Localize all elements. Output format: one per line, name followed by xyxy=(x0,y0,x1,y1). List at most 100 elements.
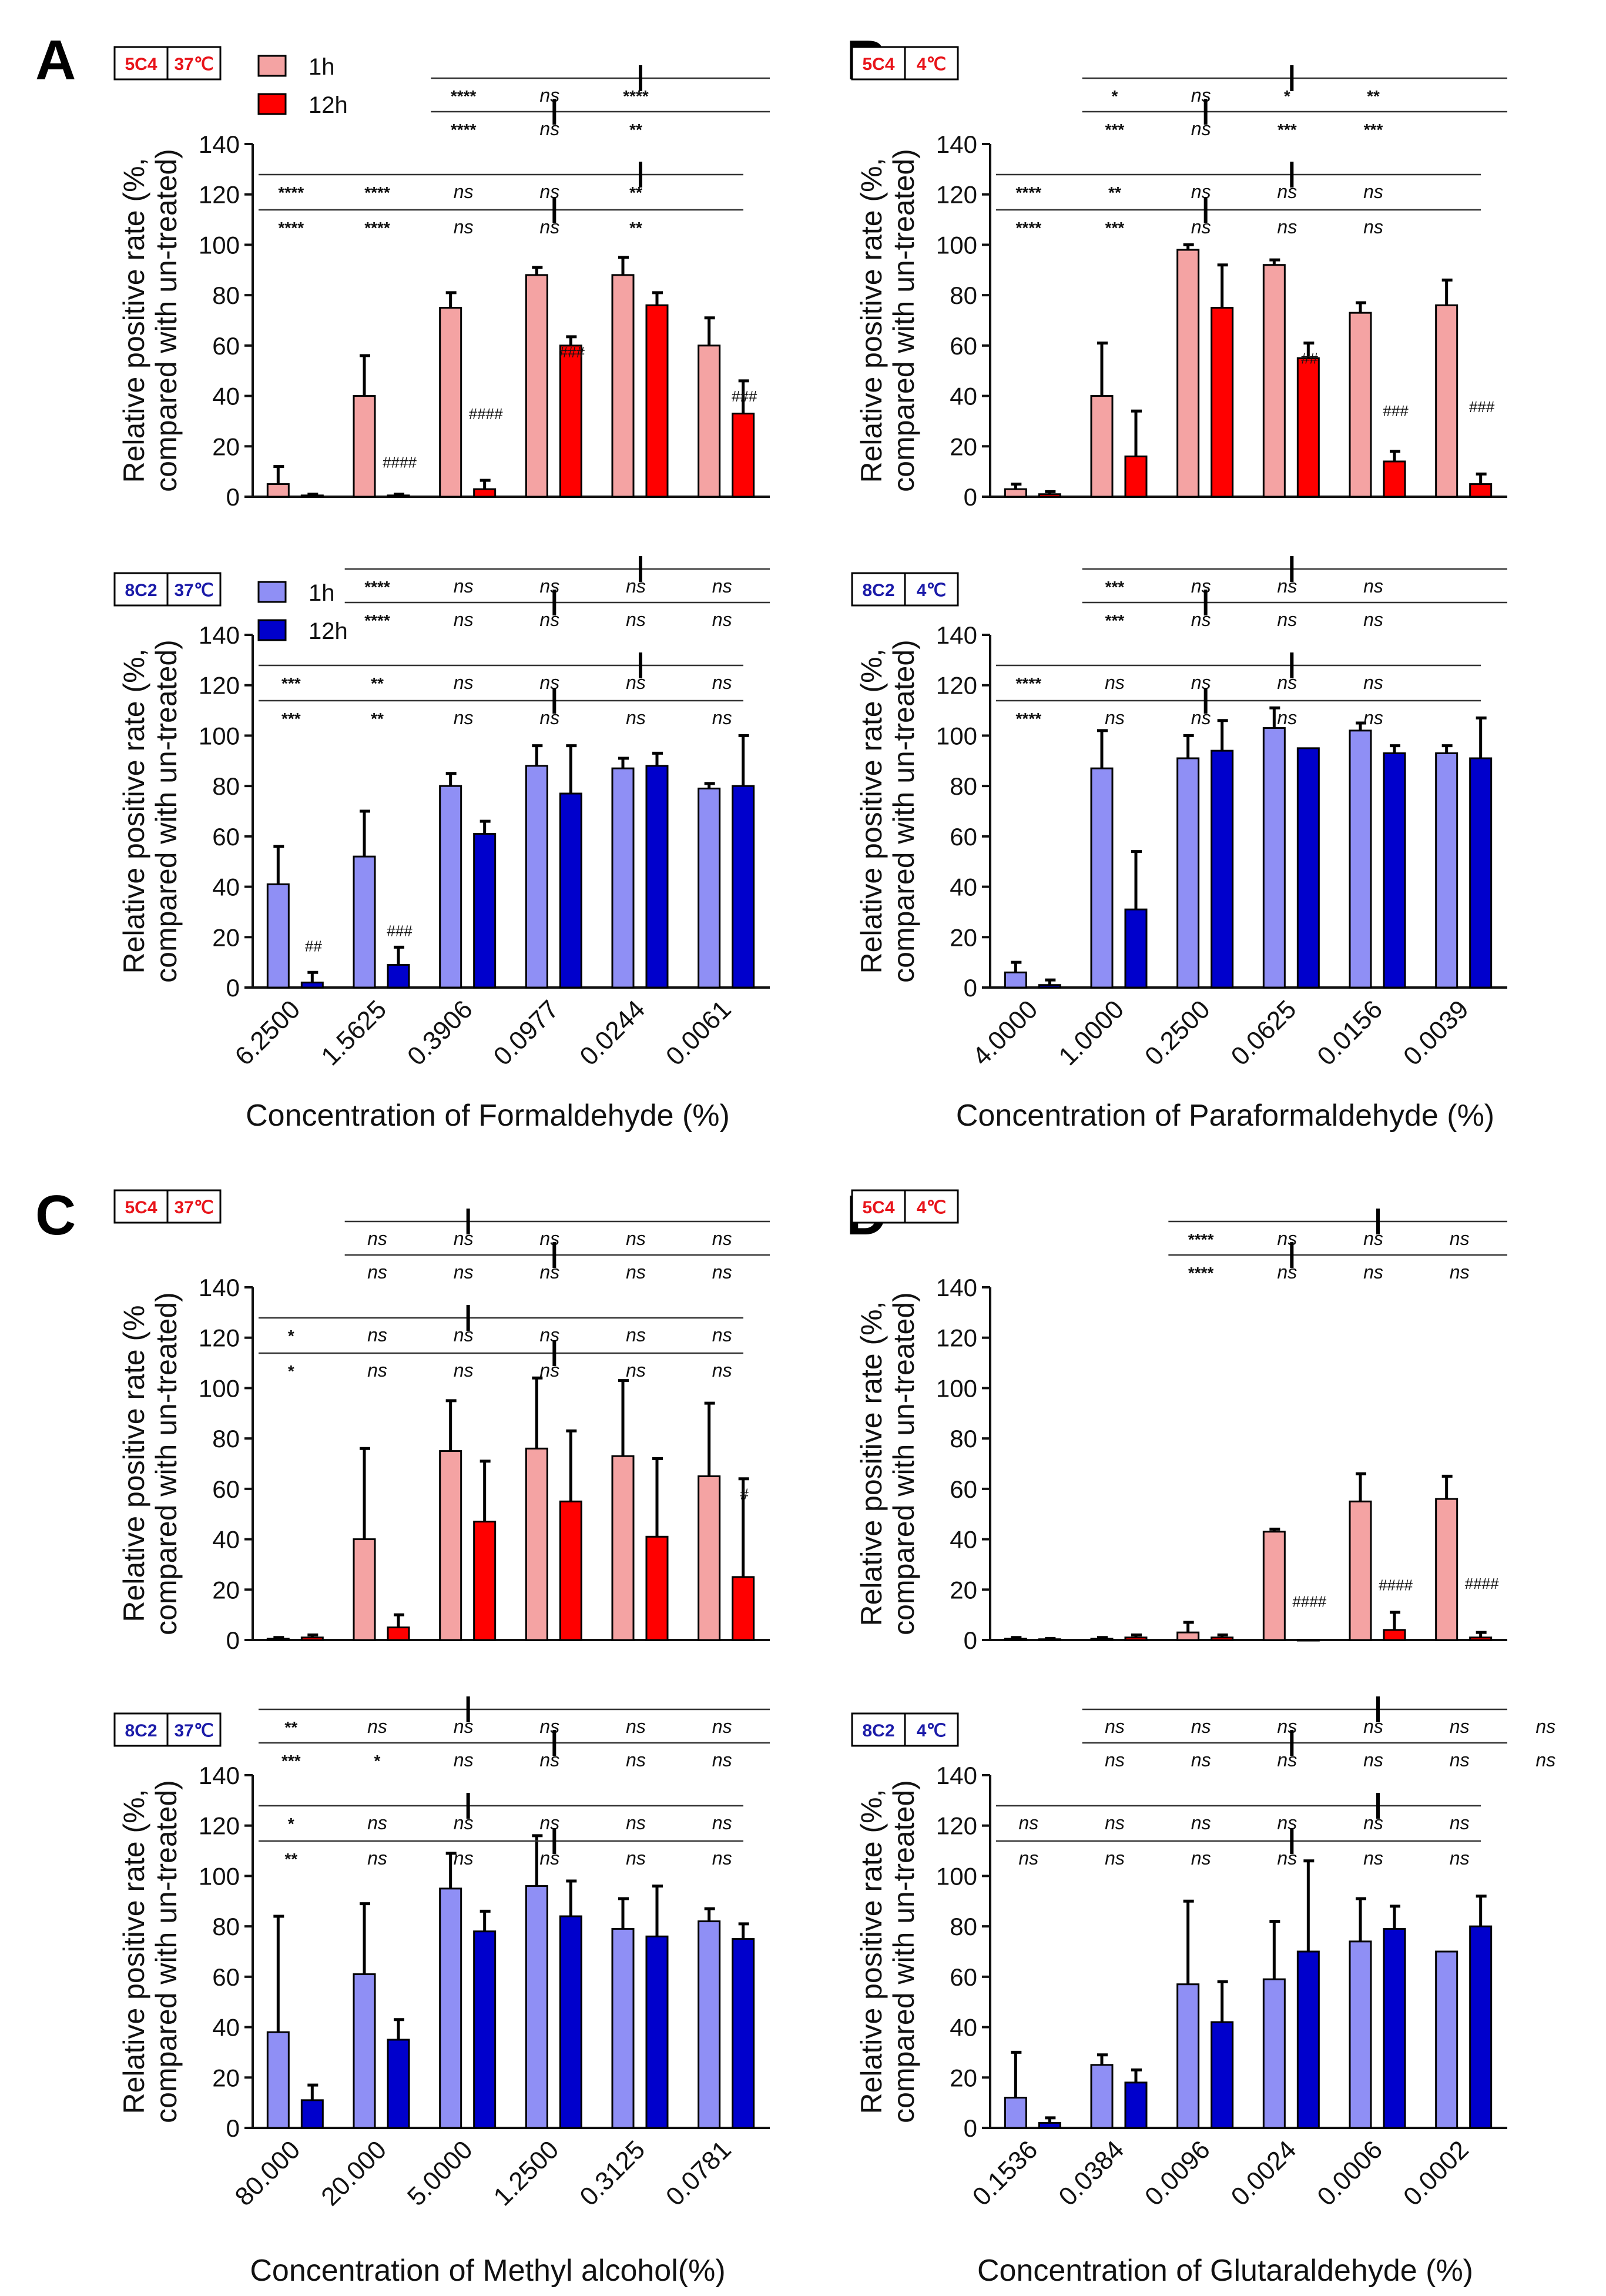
sig-mark: ns xyxy=(712,1812,732,1833)
sig-mark: *** xyxy=(1105,611,1125,630)
sig-mark: ns xyxy=(1191,672,1211,693)
hash-marker: #### xyxy=(469,405,503,423)
y-tick-label: 120 xyxy=(936,672,977,699)
y-tick-label: 0 xyxy=(226,483,240,511)
sig-mark: **** xyxy=(1016,219,1042,237)
bar-12h-0.3906 xyxy=(473,833,497,989)
y-tick-label: 0 xyxy=(964,483,977,511)
sig-mark: **** xyxy=(1016,709,1042,728)
x-category-label: 0.0384 xyxy=(1053,2135,1129,2211)
sig-mark: ns xyxy=(1535,1716,1555,1737)
bar-12h-0.0096 xyxy=(1211,2021,1234,2129)
bar-1h-1.2500 xyxy=(525,1885,548,2129)
sig-mark: ns xyxy=(1277,707,1297,728)
y-axis-title-line2: compared with un-treated) xyxy=(150,640,183,983)
sig-mark: ns xyxy=(1363,181,1383,202)
sig-mark: ns xyxy=(454,1749,474,1770)
sig-mark: ns xyxy=(626,1847,646,1869)
sig-mark: ns xyxy=(1191,575,1211,597)
y-tick-label: 60 xyxy=(950,1475,977,1503)
x-category-label: 0.2500 xyxy=(1139,995,1216,1071)
bar-1h-1.5625 xyxy=(353,395,376,498)
x-category-label: 0.0244 xyxy=(574,995,651,1071)
bar-1h-5.0000 xyxy=(439,1450,462,1641)
bar-1h-4.0000 xyxy=(1004,488,1027,498)
sig-mark: ns xyxy=(1018,1812,1038,1833)
tag-box-temperature xyxy=(904,572,959,607)
sig-mark: ns xyxy=(712,1228,732,1249)
bar-1h-0.0625 xyxy=(1262,727,1286,989)
sig-mark: ns xyxy=(1450,1228,1470,1249)
sig-mark: **** xyxy=(451,121,477,139)
y-axis-title-line2: compared with un-treated) xyxy=(150,1292,183,1635)
panel-letter: C xyxy=(35,1184,76,1247)
sig-mark: ns xyxy=(1105,672,1125,693)
tag-antibody: 5C4 xyxy=(125,55,157,74)
hash-marker: ### xyxy=(559,343,585,361)
bar-12h-0.2500 xyxy=(1211,749,1234,989)
bar-1h-0.3125 xyxy=(611,1455,635,1641)
bar-1h-1.0000 xyxy=(1090,395,1114,498)
sig-mark: ns xyxy=(1450,1261,1470,1283)
y-tick-label: 20 xyxy=(212,1576,240,1604)
x-category-label: 0.0156 xyxy=(1312,995,1388,1071)
sig-mark: *** xyxy=(1105,121,1125,139)
sig-mark: * xyxy=(374,1752,381,1770)
sig-mark: ns xyxy=(1191,1812,1211,1833)
y-tick-label: 40 xyxy=(212,2014,240,2041)
sig-mark: ns xyxy=(367,1228,387,1249)
sig-mark: ns xyxy=(626,1749,646,1770)
y-tick-label: 120 xyxy=(936,1324,977,1352)
y-tick-label: 40 xyxy=(950,1526,977,1554)
y-tick-label: 80 xyxy=(212,282,240,309)
y-tick-label: 20 xyxy=(950,923,977,951)
bar-1h-5.0000 xyxy=(439,1887,462,2129)
tag-box-antibody xyxy=(851,46,906,81)
x-axis-title: Concentration of Methyl alcohol(%) xyxy=(250,2254,725,2288)
y-tick-label: 0 xyxy=(964,1626,977,1654)
bar-12h-5.0000 xyxy=(473,1521,497,1641)
sig-mark: ns xyxy=(367,1847,387,1869)
y-tick-label: 120 xyxy=(199,1324,240,1352)
bar-1h-0.3125 xyxy=(611,1927,635,2129)
panel-c: C 5C4 37℃ 0 20 40 60 80 100 120 140 Relative positi… xyxy=(35,1184,770,2288)
x-category-label: 5.0000 xyxy=(402,2135,478,2211)
y-axis-title-line1: Relative positive rate (%, xyxy=(118,1789,150,2114)
bar-1h-1.2500 xyxy=(525,1447,548,1641)
tag-box-antibody xyxy=(113,1189,169,1224)
x-category-label: 0.0977 xyxy=(488,995,565,1071)
tag-box-antibody xyxy=(851,1189,906,1224)
y-tick-label: 80 xyxy=(950,1425,977,1452)
sig-mark: **** xyxy=(364,611,390,630)
sig-mark: ns xyxy=(539,1812,559,1833)
sig-mark: ns xyxy=(1277,609,1297,630)
x-category-label: 0.0006 xyxy=(1312,2135,1388,2211)
y-tick-label: 40 xyxy=(950,383,977,410)
sig-mark: *** xyxy=(281,674,301,692)
tag-temperature: 4℃ xyxy=(917,581,946,600)
sig-mark: ns xyxy=(626,672,646,693)
sig-mark: ** xyxy=(284,1718,297,1736)
sig-mark: ns xyxy=(1191,85,1211,106)
y-tick-label: 140 xyxy=(936,1762,977,1789)
bar-12h-20.000 xyxy=(387,2039,410,2129)
y-tick-label: 60 xyxy=(212,332,240,360)
bar-12h-0.0244 xyxy=(645,765,669,989)
y-tick-label: 100 xyxy=(199,1374,240,1402)
bar-12h-0.0061 xyxy=(732,785,755,989)
y-tick-label: 60 xyxy=(212,1475,240,1503)
sig-mark: ns xyxy=(454,575,474,597)
sig-mark: ns xyxy=(539,1847,559,1869)
sig-mark: ns xyxy=(539,1228,559,1249)
bar-1h-6.2500 xyxy=(266,483,290,498)
y-tick-label: 140 xyxy=(199,621,240,649)
sig-mark: ns xyxy=(539,575,559,597)
sig-mark: ns xyxy=(1363,1847,1383,1869)
y-tick-label: 100 xyxy=(936,722,977,749)
hash-marker: #### xyxy=(383,454,417,471)
sig-mark: ns xyxy=(1277,1749,1297,1770)
sig-mark: ns xyxy=(1363,672,1383,693)
y-tick-label: 140 xyxy=(199,130,240,158)
sig-mark: ns xyxy=(712,609,732,630)
